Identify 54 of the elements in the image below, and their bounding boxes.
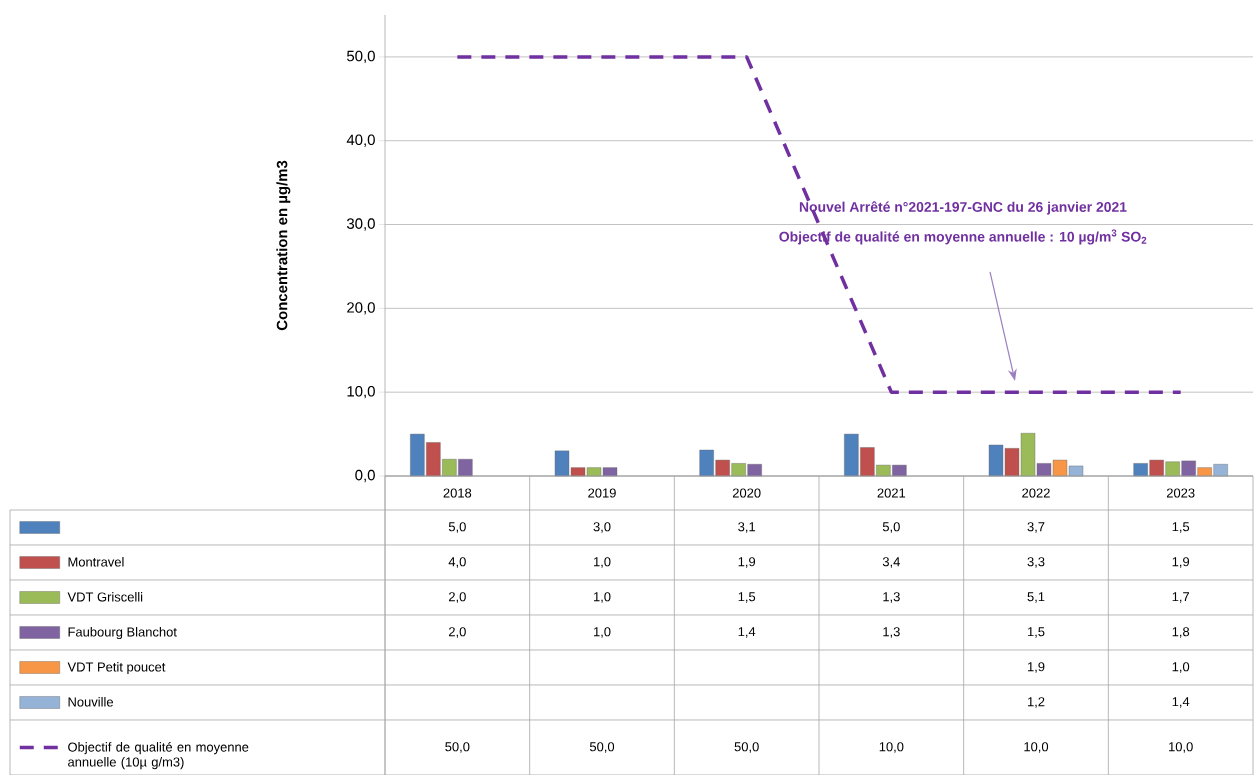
y-tick-label: 30,0	[346, 218, 375, 231]
data-label: 2,0	[448, 627, 466, 638]
data-label: 1,5	[738, 592, 756, 603]
data-label: 1,0	[593, 592, 611, 603]
legend-label: VDT Petit poucet	[67, 662, 166, 675]
x-tick-label: 2020	[732, 488, 761, 498]
x-tick-label: 2022	[1022, 488, 1050, 498]
data-label: 1,3	[883, 627, 900, 638]
y-axis-title: Concentration en µg/m3	[276, 160, 291, 331]
data-label: 1,0	[593, 627, 611, 638]
data-label: 1,4	[1172, 697, 1190, 708]
data-label: 1,9	[738, 557, 756, 568]
legend-label: Nouville	[68, 697, 113, 707]
data-label: 1,5	[1172, 522, 1190, 533]
data-label: 5,0	[448, 522, 466, 533]
data-label: 1,4	[738, 627, 756, 638]
data-label: 2,0	[448, 592, 466, 603]
x-tick-label: 2021	[877, 488, 906, 498]
data-label: 50,0	[589, 742, 615, 753]
data-label: 10,0	[1169, 742, 1193, 753]
y-tick-label: 40,0	[346, 134, 375, 147]
y-tick-label: 20,0	[347, 302, 375, 315]
legend-label: VDT Griscelli	[67, 592, 143, 602]
data-label: 1,9	[1027, 662, 1045, 673]
data-label: 1,2	[1027, 697, 1045, 708]
data-label: 1,5	[1027, 627, 1045, 638]
data-label: 1,0	[1172, 662, 1190, 673]
data-label: 1,0	[593, 557, 611, 568]
annotation: Nouvel Arrêté n°2021-197-GNC du 26 janvier 2021	[799, 201, 1127, 215]
data-label: 3,4	[882, 557, 900, 568]
data-label: 1,7	[1172, 592, 1190, 603]
data-label: 10,0	[879, 742, 904, 753]
data-label: 5,1	[1027, 592, 1045, 603]
data-label: 4,0	[448, 557, 466, 568]
data-label: 1,3	[883, 592, 900, 603]
legend-label: Montravel	[68, 557, 124, 567]
data-label: 50,0	[734, 742, 759, 753]
data-label: 3,7	[1027, 522, 1045, 533]
y-tick-label: 10,0	[347, 385, 375, 399]
legend-label: Faubourg Blanchot	[68, 627, 177, 640]
y-tick-label: 50,0	[346, 50, 375, 64]
data-label: 5,0	[882, 522, 900, 533]
data-label: 50,0	[445, 742, 470, 753]
y-tick-label: 0,0	[355, 469, 375, 483]
data-label: 3,1	[738, 522, 756, 533]
data-label: 1,9	[1172, 557, 1190, 568]
x-tick-label: 2018	[443, 488, 472, 498]
legend-label: Objectif de qualité en moyenne annuelle (10µ g/m3)	[68, 741, 249, 770]
data-label: 3,3	[1027, 557, 1045, 568]
x-tick-label: 2023	[1166, 488, 1195, 498]
data-label: 10,0	[1024, 742, 1049, 753]
x-tick-label: 2019	[588, 488, 616, 498]
data-label: 3,0	[593, 522, 611, 533]
data-label: 1,8	[1172, 627, 1190, 638]
